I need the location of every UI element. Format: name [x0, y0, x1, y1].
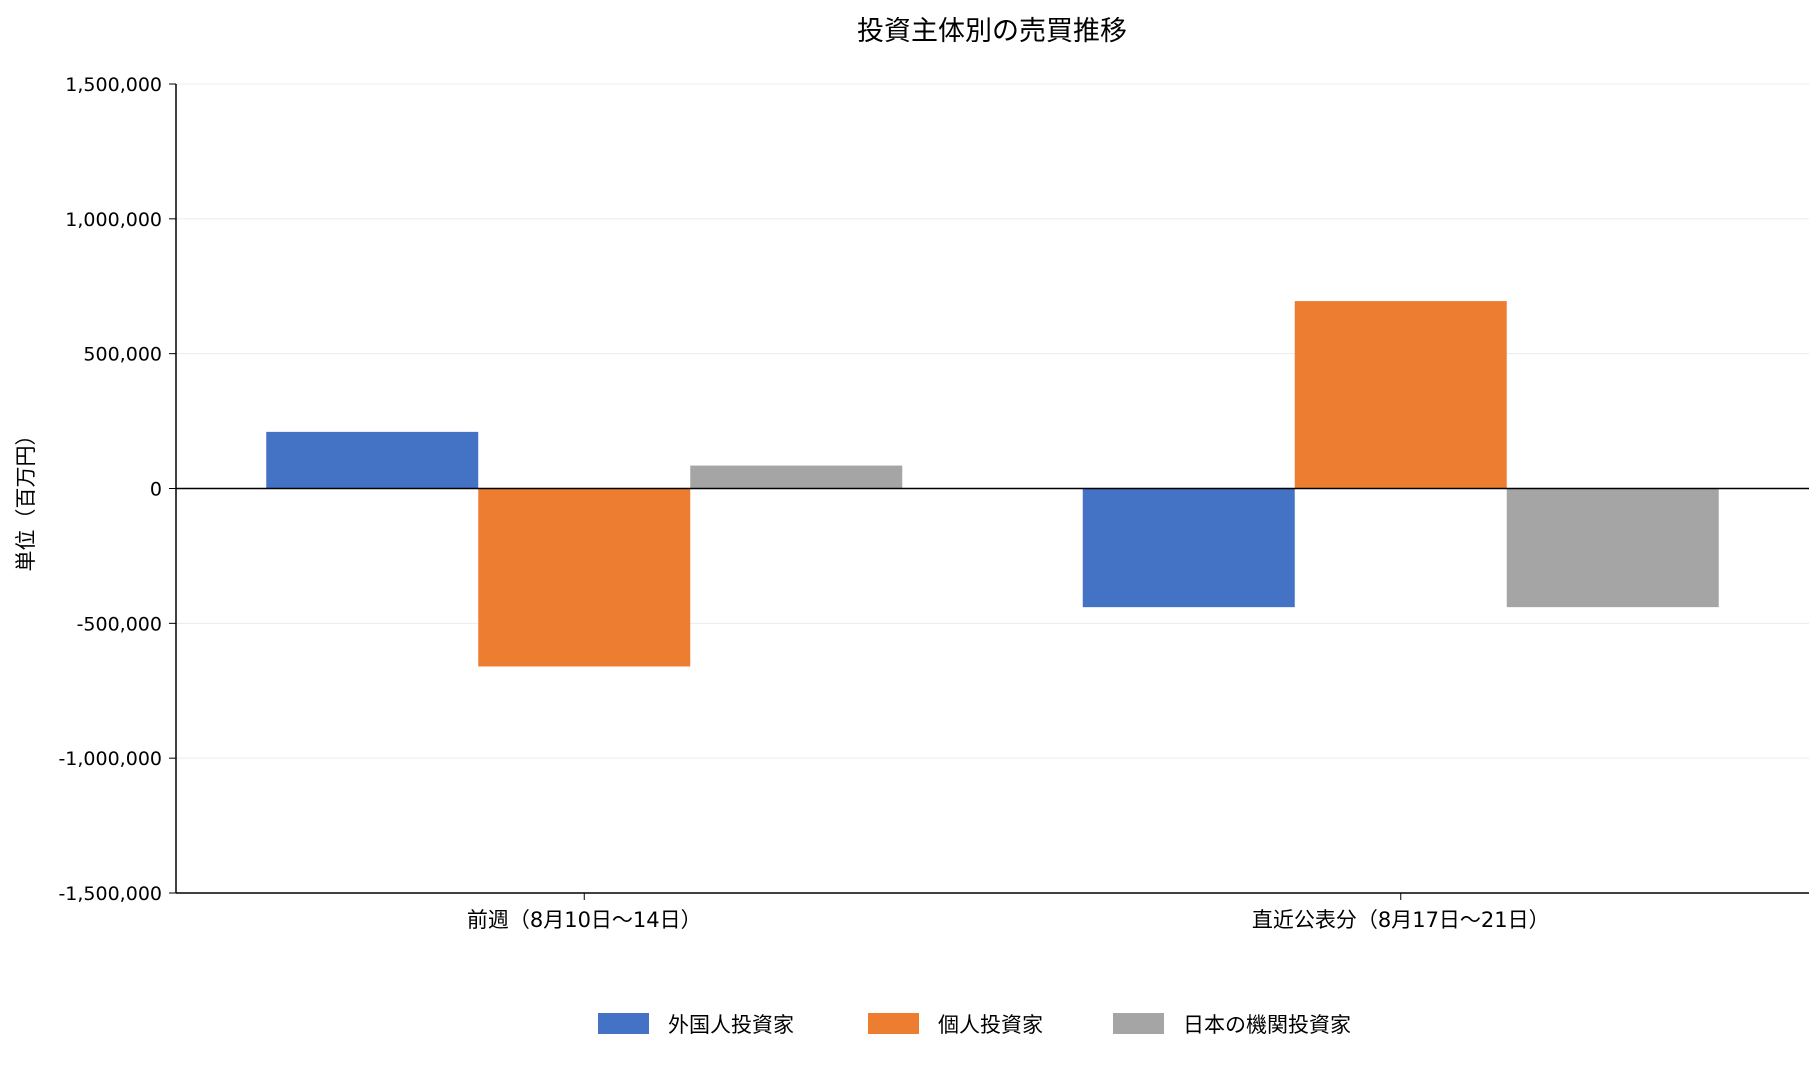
- x-tick-label: 前週（8月10日〜14日）: [467, 908, 702, 932]
- y-tick-label: 500,000: [83, 344, 162, 366]
- legend-swatch: [598, 1013, 649, 1034]
- y-tick-label: -500,000: [77, 613, 162, 635]
- y-tick-label: 0: [150, 479, 162, 501]
- y-tick-label: -1,500,000: [58, 883, 162, 905]
- y-axis-label: 単位（百万円）: [14, 425, 38, 572]
- legend: 外国人投資家 個人投資家 日本の機関投資家: [598, 1013, 1351, 1037]
- x-tick-labels: 前週（8月10日〜14日） 直近公表分（8月17日〜21日）: [467, 908, 1550, 932]
- legend-label: 個人投資家: [938, 1013, 1043, 1037]
- legend-label: 外国人投資家: [668, 1013, 794, 1037]
- x-tick-label: 直近公表分（8月17日〜21日）: [1252, 908, 1550, 932]
- bar: [1082, 488, 1295, 608]
- bar: [1506, 488, 1719, 608]
- legend-swatch: [1113, 1013, 1164, 1034]
- y-tick-label: 1,000,000: [65, 209, 162, 231]
- chart-title: 投資主体別の売買推移: [857, 16, 1127, 47]
- legend-swatch: [868, 1013, 919, 1034]
- y-tick-label: 1,500,000: [65, 74, 162, 96]
- bars: [266, 301, 1719, 667]
- bar: [266, 431, 479, 489]
- legend-label: 日本の機関投資家: [1183, 1013, 1351, 1037]
- y-tick-labels: -1,500,000 -1,000,000 -500,000 0 500,000 1,00…: [58, 74, 162, 905]
- bar: [478, 488, 691, 667]
- y-tick-label: -1,000,000: [58, 748, 162, 770]
- axes: [169, 83, 1809, 900]
- bar: [690, 465, 903, 489]
- bar: [1294, 301, 1507, 489]
